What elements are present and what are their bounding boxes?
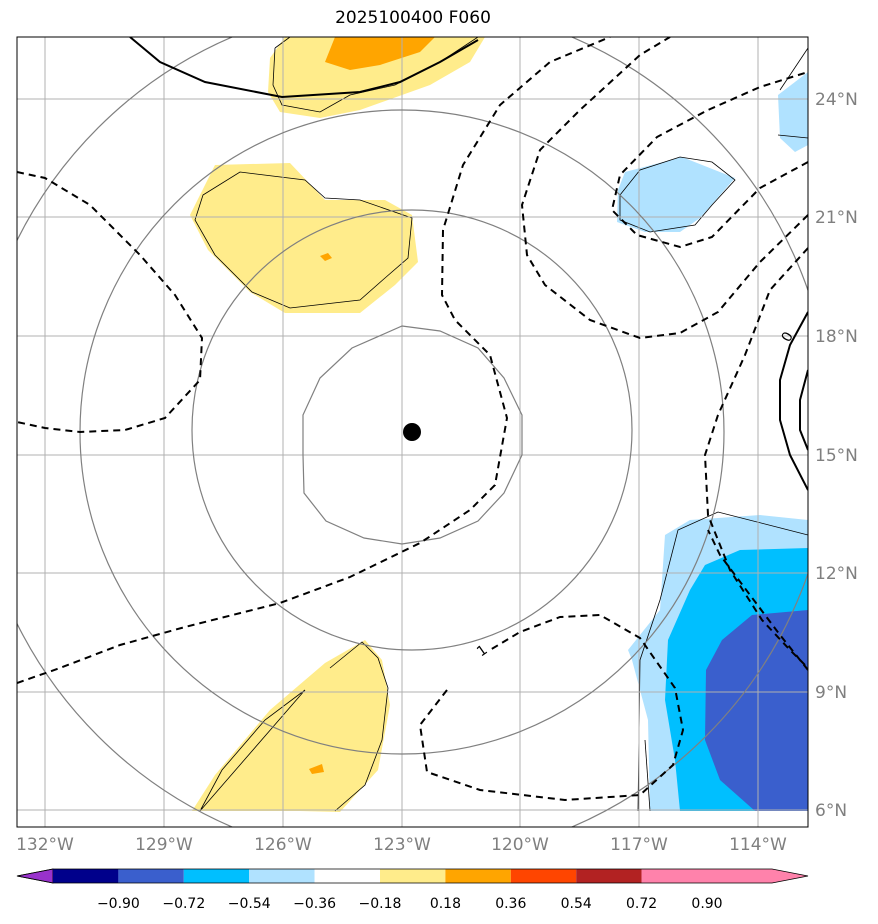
positive-anomaly-north [268, 37, 485, 118]
lon-tick-label: 129°W [135, 835, 193, 855]
dashed-contour-northeast-outer [520, 37, 808, 340]
graticule [17, 37, 808, 827]
colorbar-tick-label: −0.54 [228, 896, 271, 912]
lat-tick-label: 12°N [815, 564, 858, 584]
colorbar-segment [314, 869, 380, 883]
dashed-contour-northeast [610, 71, 808, 249]
lon-tick-label: 120°W [491, 835, 549, 855]
range-ring-inner [302, 325, 523, 545]
lat-tick-label: 9°N [815, 683, 847, 703]
negative-anomaly-east [617, 157, 735, 232]
colorbar-tick-label: 0.72 [626, 896, 657, 912]
map-title: 2025100400 F060 [335, 8, 491, 28]
lat-tick-label: 6°N [815, 801, 847, 821]
colorbar-tick-label: 0.90 [691, 896, 722, 912]
colorbar: −0.90 −0.72 −0.54 −0.36 −0.18 0.18 0.36 … [16, 868, 809, 912]
dashed-contour-west [17, 171, 204, 434]
colorbar-tick-label: −0.90 [97, 896, 140, 912]
colorbar-outline [16, 868, 809, 884]
dashed-contour-east-arc [703, 247, 808, 669]
lat-tick-label: 21°N [815, 208, 858, 228]
colorbar-segment [641, 869, 707, 883]
colorbar-tick-label: 0.36 [495, 896, 526, 912]
lon-tick-label: 132°W [16, 835, 74, 855]
latitude-tick-labels: 24°N 21°N 18°N 15°N 12°N 9°N 6°N [815, 90, 858, 821]
lat-tick-label: 15°N [815, 446, 858, 466]
contour-label-1: 1 [474, 642, 490, 660]
map-frame [16, 36, 809, 828]
colorbar-segment [249, 869, 315, 883]
colorbar-segment [183, 869, 250, 883]
colorbar-segment [576, 869, 642, 883]
colorbar-segment [380, 869, 446, 883]
lon-tick-label: 117°W [610, 835, 668, 855]
solid-contour-north [129, 37, 479, 99]
anomaly-outlines [194, 37, 808, 812]
positive-anomaly-south [192, 640, 390, 812]
negative-anomaly-northeast [778, 72, 808, 152]
longitude-tick-labels: 132°W 129°W 126°W 123°W 120°W 117°W 114°… [16, 835, 787, 855]
dashed-contour-central [17, 37, 611, 684]
lat-tick-label: 18°N [815, 327, 858, 347]
dashed-contour-south [418, 613, 685, 802]
lon-tick-label: 126°W [254, 835, 312, 855]
contours [17, 37, 808, 802]
colorbar-segment [510, 869, 577, 883]
colorbar-tick-label: −0.72 [162, 896, 205, 912]
colorbar-tick-label: −0.18 [359, 896, 402, 912]
colorbar-extend-left [16, 868, 54, 884]
colorbar-segment [445, 869, 511, 883]
lon-tick-label: 114°W [729, 835, 787, 855]
colorbar-tick-label: 0.54 [561, 896, 592, 912]
negative-anomaly-southeast-dark [705, 610, 808, 811]
dashed-contour-southeast [707, 529, 808, 671]
storm-center-marker [403, 423, 421, 441]
colorbar-segment [707, 869, 772, 883]
range-ring-2 [191, 209, 633, 651]
positive-anomaly-orange-north [325, 37, 435, 70]
positive-anomaly-orange-dot-south [309, 764, 324, 774]
contour-label-0: 0 [779, 329, 797, 345]
solid-contour-east [779, 311, 808, 491]
solid-contour-east-2 [799, 369, 808, 451]
lat-tick-label: 24°N [815, 90, 858, 110]
colorbar-segment [118, 869, 184, 883]
positive-anomaly-orange-dot-west [320, 253, 332, 261]
colorbar-tick-label: 0.18 [430, 896, 461, 912]
colorbar-tick-label: −0.36 [293, 896, 336, 912]
lon-tick-label: 123°W [373, 835, 431, 855]
colorbar-segment [53, 869, 119, 883]
map-area: 1 0 [17, 37, 808, 827]
